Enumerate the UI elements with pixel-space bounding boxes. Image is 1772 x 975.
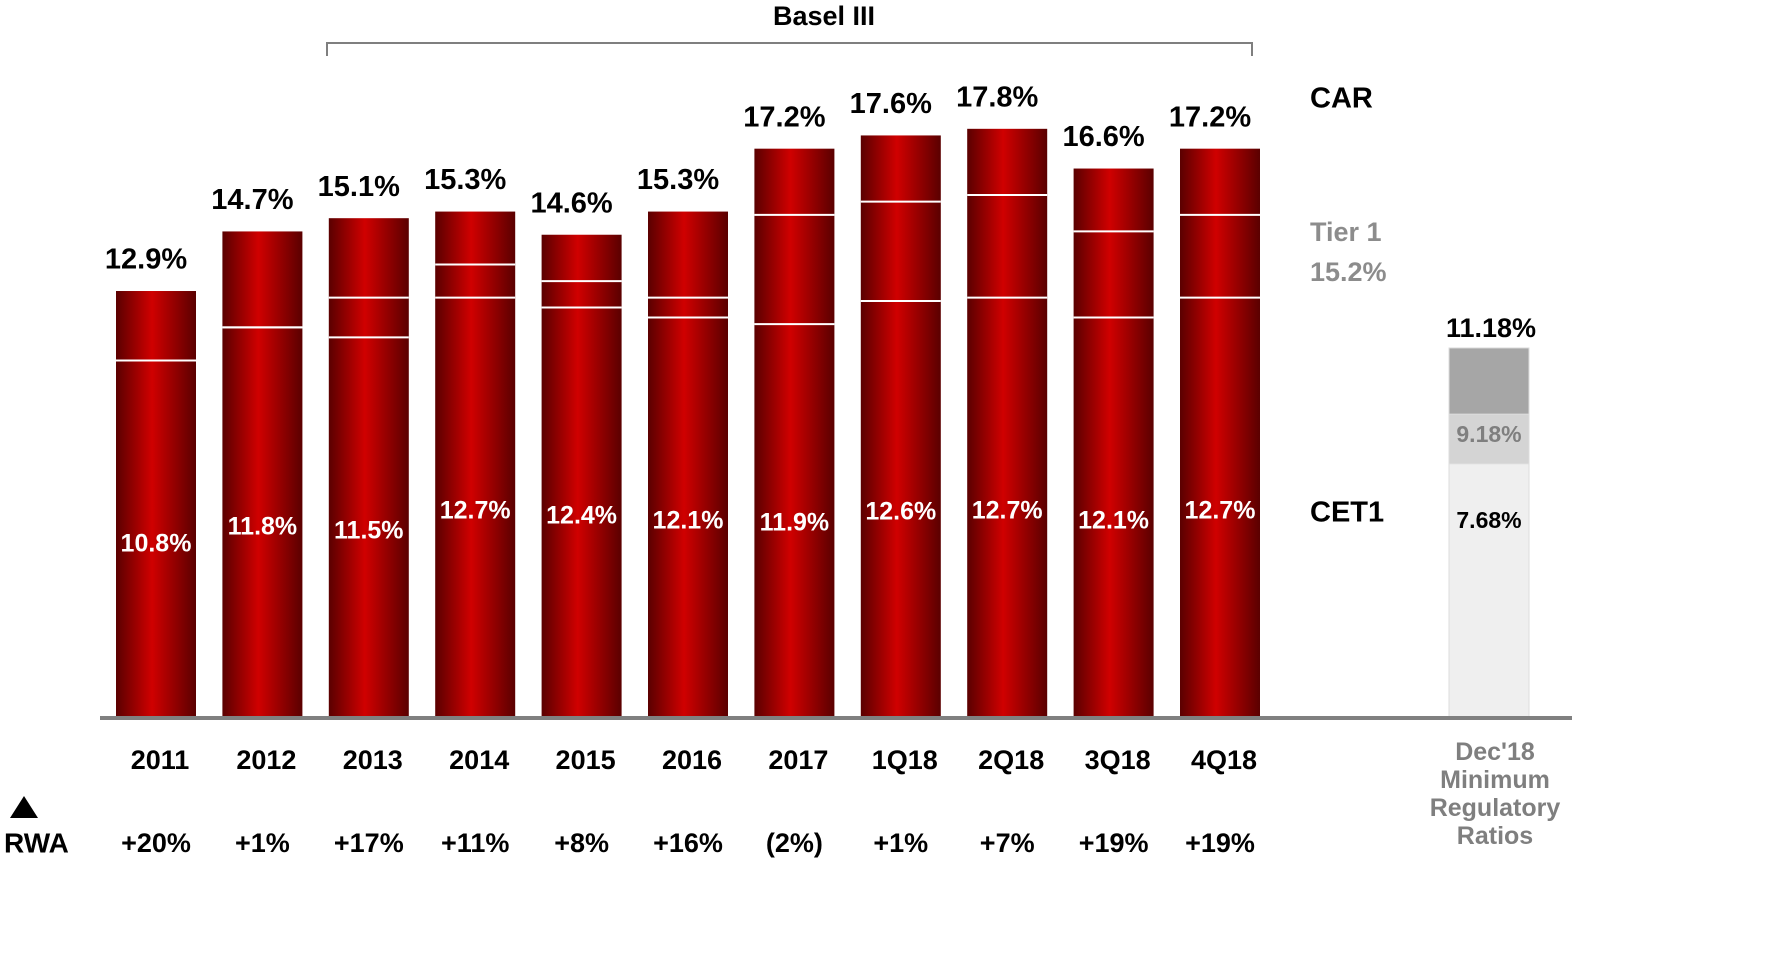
rwa-value: +16%: [653, 828, 723, 858]
cet1-label: 11.8%: [228, 513, 298, 541]
min-label: 9.18%: [1456, 421, 1521, 447]
bar: [116, 291, 196, 718]
x-tick-label: 2017: [768, 745, 828, 775]
x-tick-label: 2012: [236, 745, 296, 775]
car-label: 17.8%: [956, 81, 1038, 113]
rwa-value: +8%: [554, 828, 609, 858]
car-label: 17.6%: [850, 88, 932, 120]
series-name: CAR: [1310, 83, 1373, 115]
bar: [541, 234, 622, 719]
min-bar: [1448, 463, 1530, 719]
cet1-label: 12.7%: [440, 497, 511, 525]
cet1-label: 12.7%: [1185, 497, 1256, 525]
car-label: 12.9%: [105, 244, 187, 276]
bracket: [326, 42, 1253, 56]
min-label: 7.68%: [1456, 507, 1521, 533]
cet1-label: 10.8%: [121, 530, 192, 558]
car-label: 17.2%: [743, 101, 825, 133]
x-tick-label: 2015: [556, 745, 616, 775]
bar: [1073, 168, 1154, 719]
x-tick-label: 2Q18: [978, 745, 1044, 775]
x-tick-label: 2011: [131, 745, 190, 775]
x-tick-label: 2014: [449, 745, 509, 775]
x-tick-label: 4Q18: [1191, 745, 1257, 775]
car-label: 17.2%: [1169, 101, 1251, 133]
bar: [1180, 148, 1260, 718]
cet1-label: 12.1%: [653, 507, 724, 535]
series-name: Tier 1: [1310, 217, 1382, 247]
cet1-label: 11.9%: [760, 509, 830, 537]
chart-title: Basel III: [773, 1, 875, 31]
x-tick-label: 1Q18: [872, 745, 938, 775]
bar: [754, 148, 835, 718]
rwa-value: +1%: [235, 828, 290, 858]
series-name: CET1: [1310, 497, 1384, 529]
rwa-value: +17%: [334, 828, 404, 858]
cet1-label: 12.4%: [546, 502, 617, 530]
car-label: 15.3%: [424, 164, 506, 196]
rwa-value: +11%: [441, 828, 509, 858]
car-label: 14.7%: [211, 184, 293, 216]
rwa-value: +20%: [121, 828, 191, 858]
x-tick-label: 3Q18: [1085, 745, 1151, 775]
bar: [967, 128, 1048, 718]
bar: [222, 231, 303, 718]
car-label: 14.6%: [530, 187, 612, 219]
cet1-label: 11.5%: [334, 517, 404, 545]
rwa-label: RWA: [4, 827, 69, 858]
bar: [328, 218, 409, 718]
car-label: 15.1%: [318, 171, 400, 203]
rwa-value: +19%: [1079, 828, 1149, 858]
min-category: Dec'18 Minimum Regulatory Ratios: [1429, 738, 1561, 850]
cet1-label: 12.1%: [1078, 507, 1149, 535]
x-tick-label: 2016: [662, 745, 722, 775]
rwa-arrow: [10, 796, 38, 818]
min-label: 11.18%: [1446, 313, 1536, 343]
x-tick-label: 2013: [343, 745, 403, 775]
cet1-label: 12.6%: [865, 498, 936, 526]
tier1-label: 15.2%: [1310, 257, 1387, 287]
bar: [648, 211, 728, 718]
car-label: 16.6%: [1062, 121, 1144, 153]
rwa-value: +7%: [980, 828, 1035, 858]
car-label: 15.3%: [637, 164, 719, 196]
bar: [435, 211, 516, 718]
rwa-value: +1%: [873, 828, 928, 858]
rwa-value: +19%: [1185, 828, 1255, 858]
bar: [860, 135, 941, 718]
rwa-value: (2%): [766, 828, 823, 858]
cet1-label: 12.7%: [972, 497, 1043, 525]
